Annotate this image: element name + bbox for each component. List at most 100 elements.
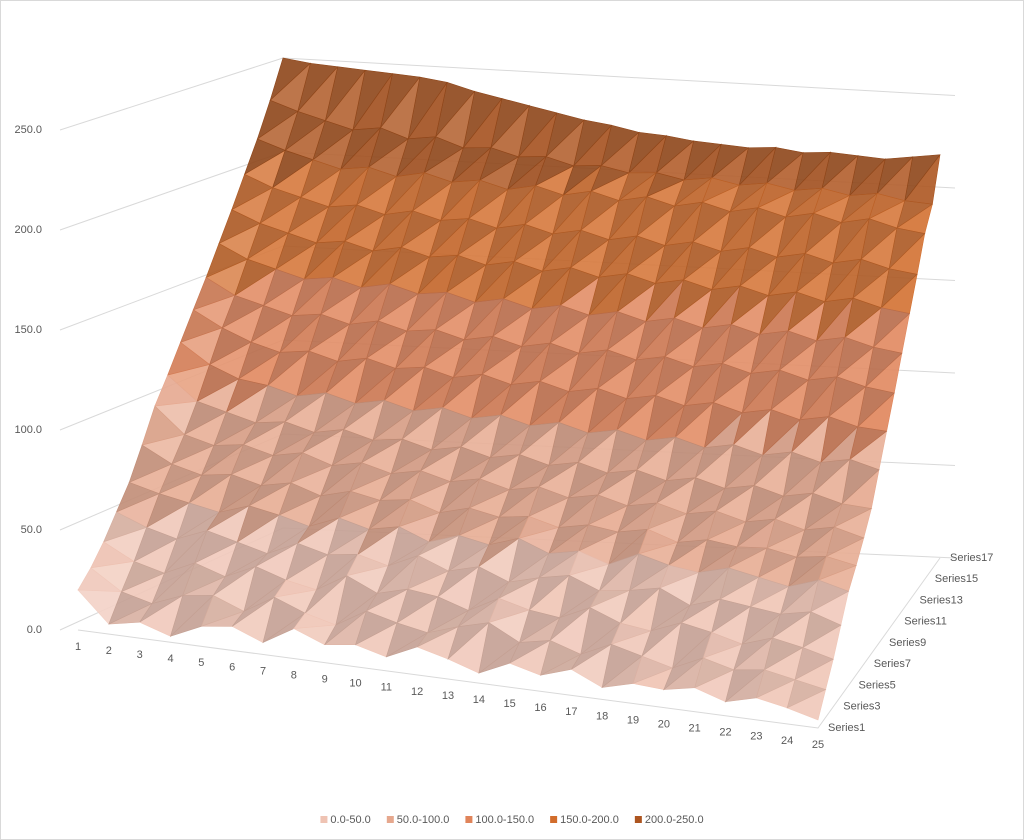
surface-facet [757,182,796,209]
surface-facet [865,346,903,388]
surface-facet [820,416,859,464]
surface-facet [360,246,403,288]
surface-facet [477,537,520,568]
surface-facet [641,622,682,658]
surface-facet [766,147,804,184]
surface-facet [799,376,838,420]
surface-facet [285,542,329,581]
surface-facet [479,454,520,480]
surface-facet [599,553,639,591]
surface-facet [841,458,880,505]
surface-facet [243,138,286,175]
surface-facet [297,517,340,544]
surface-facet [396,588,439,624]
surface-facet [315,554,359,591]
surface-facet [818,556,858,581]
surface-facet [376,555,419,594]
surface-facet [749,576,790,608]
x-tick-label: 19 [627,714,639,726]
surface-facet [692,201,731,243]
x-tick-label: 5 [198,657,204,669]
x-tick-label: 25 [812,739,824,751]
x-tick-label: 18 [596,710,608,722]
surface-facet [659,564,700,589]
surface-facet [200,595,245,627]
legend-swatch [465,816,473,823]
surface-facet [626,469,667,507]
surface-facet [272,149,314,189]
surface-facet [589,590,630,609]
surface-facet [488,597,531,624]
surface-facet [423,329,465,368]
surface-facet [693,324,732,367]
surface-facet [888,227,926,270]
surface-facet [665,436,705,482]
surface-facet [284,392,328,423]
surface-facet [279,313,322,353]
surface-facet [570,229,610,269]
x-tick-label: 22 [719,727,731,739]
surface-facet [896,200,934,229]
surface-facet [407,76,448,140]
surface-facet [616,273,656,313]
surface-facet [521,304,562,347]
surface-facet [712,362,752,404]
surface-facet [304,575,348,614]
surface-facet [320,277,362,315]
surface-facet [103,511,148,543]
surface-facet [372,399,414,441]
surface-facet [139,595,183,623]
surface-facet [435,81,476,137]
surface-facet [406,291,448,332]
surface-facet [238,341,281,380]
surface-facet [531,267,572,309]
surface-facet [349,462,392,492]
surface-facet [248,482,291,507]
surface-facet [860,218,898,260]
surface-facet [284,110,327,152]
x-tick-label: 23 [750,731,762,743]
surface-facet [689,567,730,607]
surface-facet [571,643,612,670]
x-tick-label: 13 [442,690,454,702]
surface-facet [774,492,813,520]
surface-facet [352,69,394,131]
legend-swatch [550,816,558,823]
surface-facet [626,235,666,275]
surface-facet [703,402,743,449]
surface-facet [262,596,306,644]
surface-facet [779,330,818,371]
surface-facet [626,356,666,399]
surface-facet [617,502,659,533]
surface-facet [387,526,430,567]
surface-facet [748,207,787,249]
surface-facet [728,546,769,569]
surface-facet [368,127,409,168]
surface-facet [706,510,747,541]
x-tick-label: 10 [349,678,361,690]
surface-facet [608,528,649,566]
surface-facet [610,622,652,645]
surface-facet [262,268,305,307]
surface-facet [762,409,801,456]
surface-facet [759,291,798,335]
surface-facet [558,387,599,424]
surface-facet [325,66,366,121]
surface-facet [209,327,252,366]
surface-facet [763,637,804,671]
legend-label: 50.0-100.0 [397,814,450,826]
surface-facet [349,283,391,325]
surface-facet [632,655,674,685]
surface-facet [833,503,873,528]
surface-facet [664,317,704,358]
surface-facet [346,553,390,577]
surface-facet [600,124,640,167]
surface-facet [278,482,322,516]
surface-facet [328,166,370,207]
surface-facet [141,405,186,446]
surface-facet [802,611,842,649]
surface-facet [508,537,550,583]
depth-tick-label: Series15 [935,573,978,585]
legend: 0.0-50.0 50.0-100.0 100.0-150.0 150.0-200.0… [320,814,704,826]
surface-facet [668,539,708,566]
